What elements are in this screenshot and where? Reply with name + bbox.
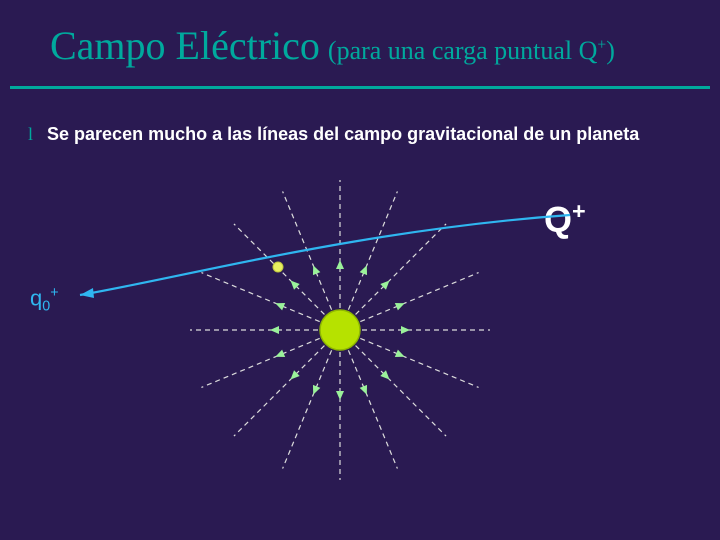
field-line <box>356 346 447 437</box>
title-main: Campo Eléctrico <box>50 22 320 69</box>
title-row: Campo Eléctrico (para una carga puntual … <box>50 22 690 69</box>
trajectory-arrow-icon <box>80 288 94 298</box>
test-charge-label-q0: q0+ <box>30 285 59 315</box>
q0-sup: + <box>50 285 58 301</box>
title-sub-sup: + <box>597 36 606 53</box>
field-arrow-icon <box>336 391 344 400</box>
field-line <box>348 350 397 468</box>
field-line <box>283 350 332 468</box>
field-arrow-icon <box>401 326 410 334</box>
field-line <box>360 338 478 387</box>
bullet-row: l Se parecen mucho a las líneas del camp… <box>28 122 700 146</box>
field-arrow-icon <box>270 326 279 334</box>
field-line <box>234 346 325 437</box>
field-line <box>348 191 397 309</box>
field-line <box>201 273 319 322</box>
bullet-glyph: l <box>28 122 33 146</box>
central-charge-icon <box>320 310 360 350</box>
trajectory-curve <box>80 215 570 295</box>
field-diagram <box>60 160 680 520</box>
q0-sub: 0 <box>42 299 50 315</box>
title-sub: (para una carga puntual Q+) <box>328 36 615 66</box>
title-divider <box>10 86 710 89</box>
title-sub-prefix: (para una carga puntual Q <box>328 36 598 65</box>
test-charge-icon <box>273 262 283 272</box>
field-line <box>201 338 319 387</box>
field-arrow-icon <box>336 260 344 269</box>
bullet-text: Se parecen mucho a las líneas del campo … <box>47 122 639 146</box>
slide: Campo Eléctrico (para una carga puntual … <box>0 0 720 540</box>
field-line <box>356 224 447 315</box>
title-sub-suffix: ) <box>606 36 615 65</box>
field-line <box>360 273 478 322</box>
q0-base: q <box>30 285 42 310</box>
